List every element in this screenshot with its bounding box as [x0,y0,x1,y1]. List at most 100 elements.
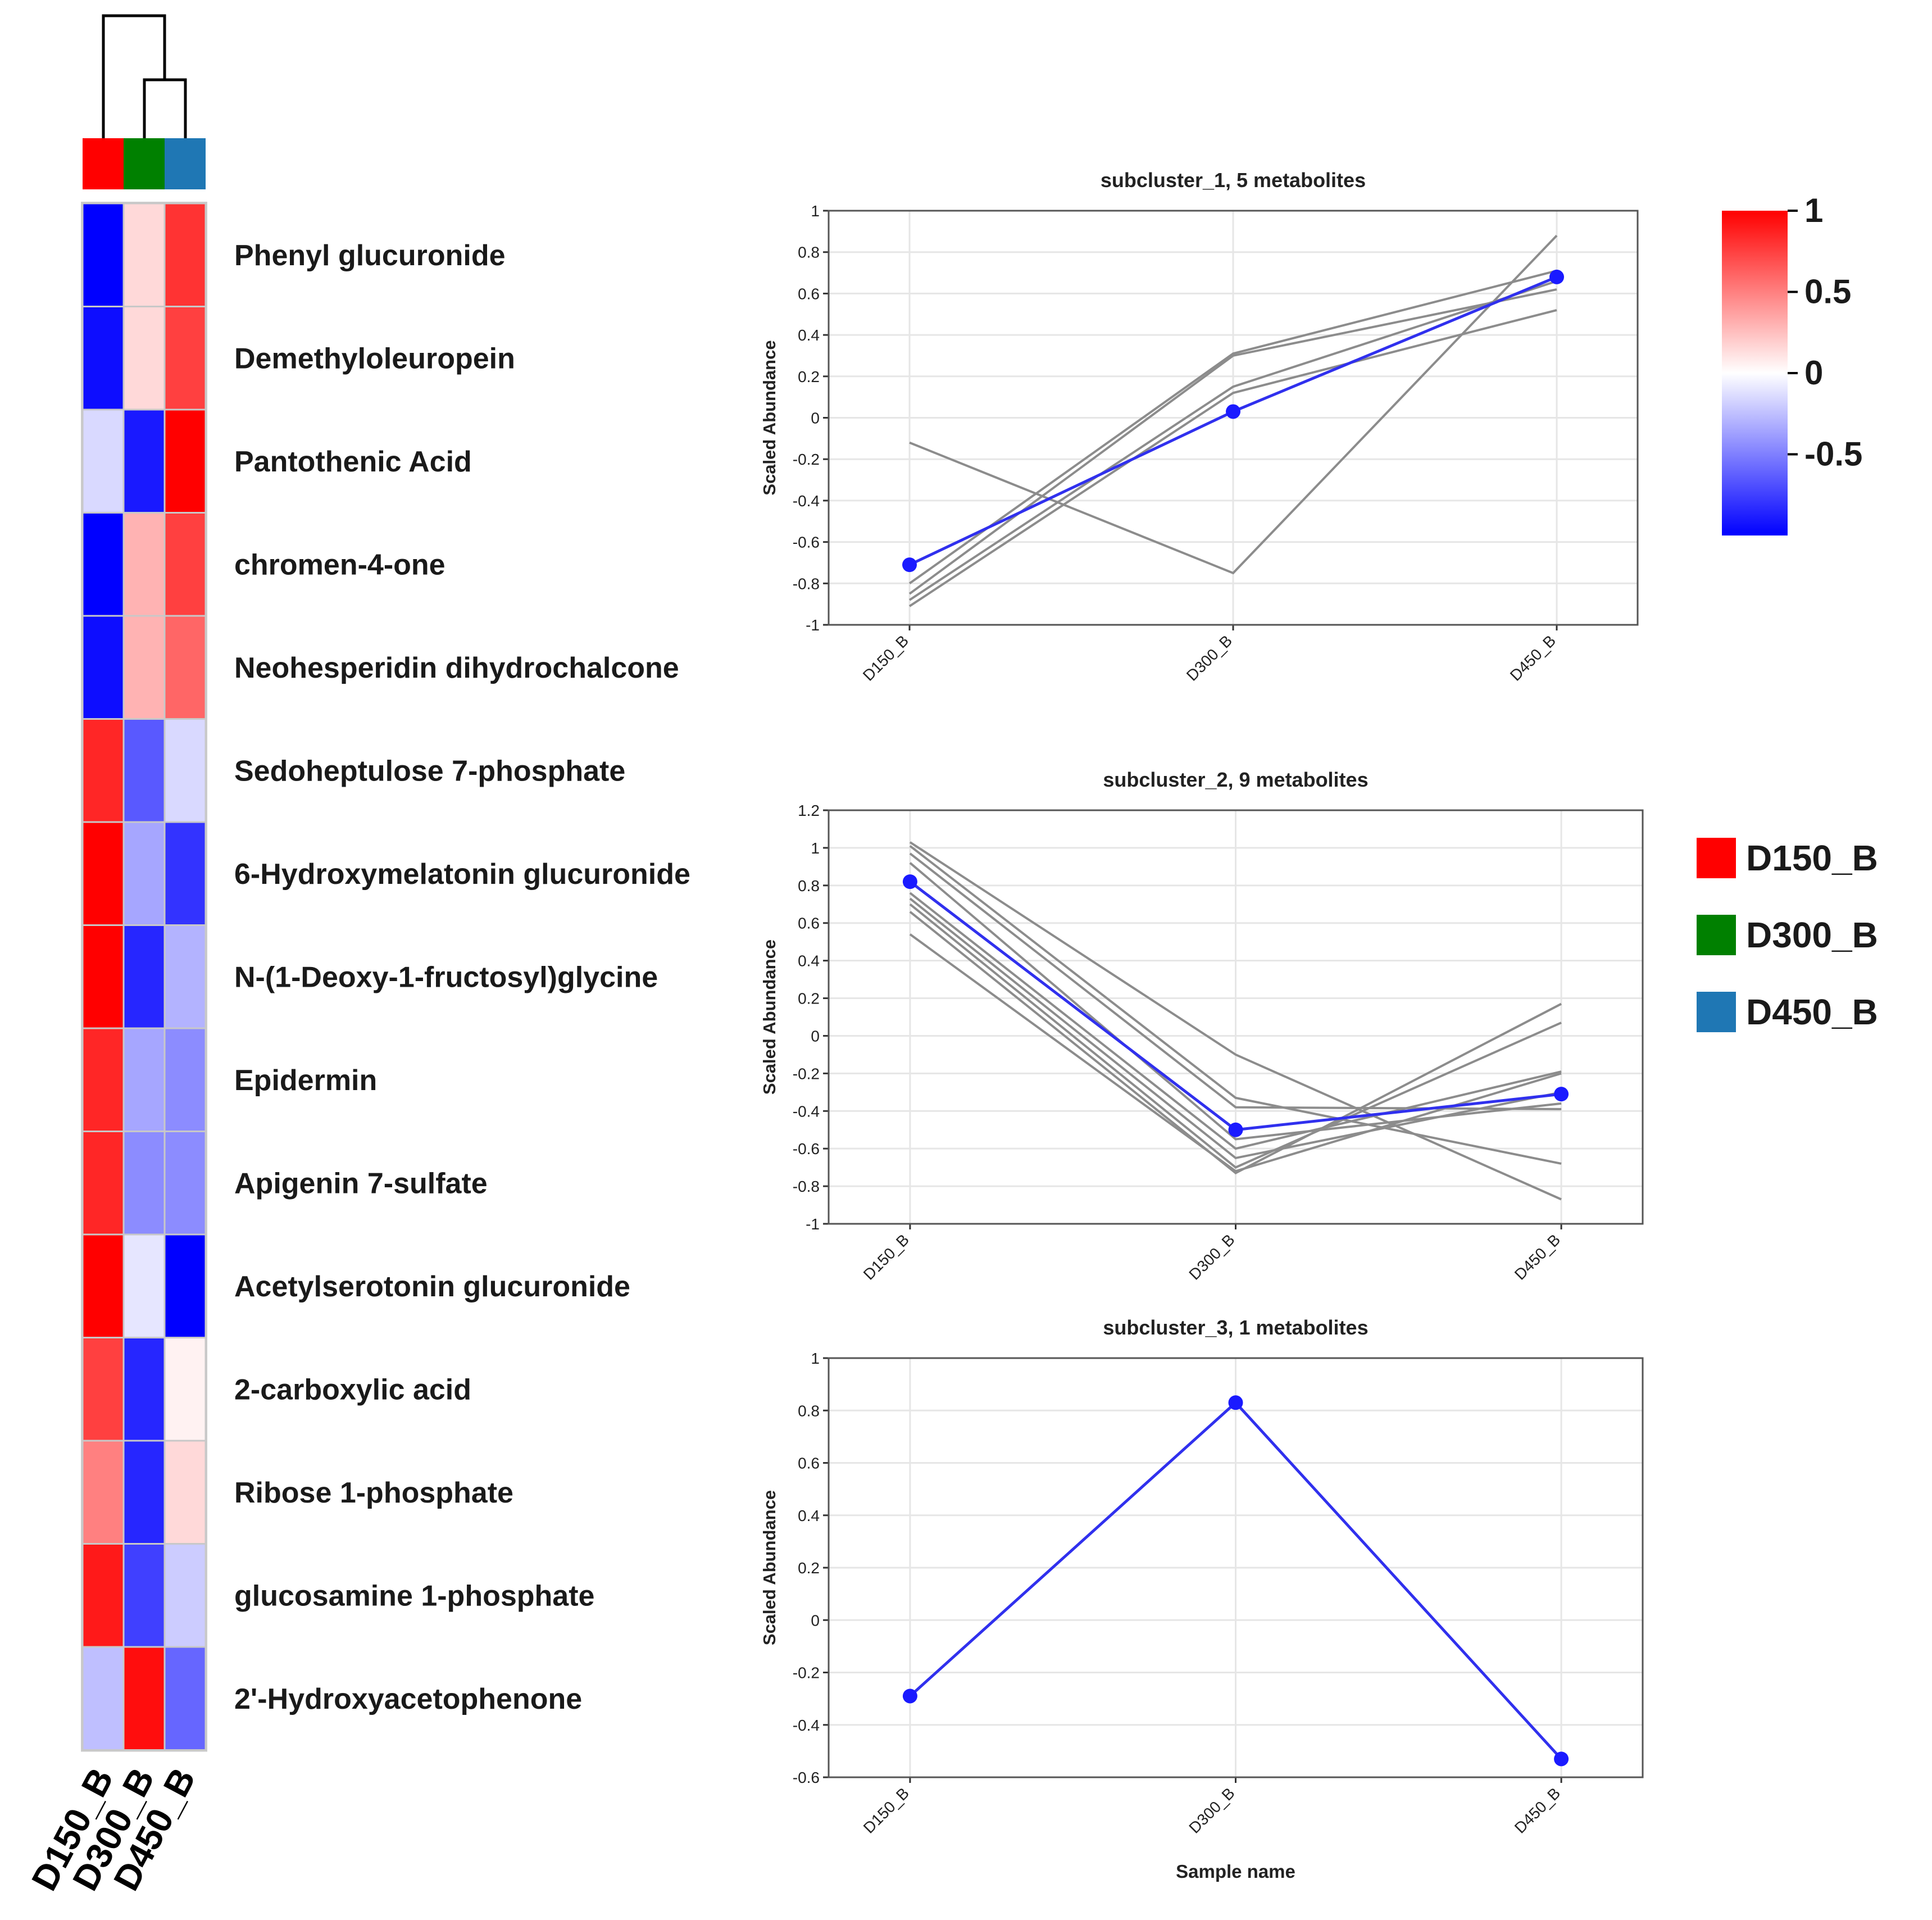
colorbar-ticks: 1 0.5 0 -0.5 [1788,192,1862,473]
x-tick-label-d450-b: D450_B [1507,632,1559,684]
group-bar-d150-b [83,138,124,189]
y-tick-label: -0.2 [793,451,820,468]
y-tick-label: 0 [811,1612,820,1629]
subcluster-2-chart: subcluster_2, 9 metabolites 1.2 1 0.8 0.6 0.4… [760,768,1644,1283]
y-tick-label: -0.2 [793,1065,820,1082]
mean-point-d300-b [1228,1395,1243,1410]
heatmap-cell-ribose-1-phosphate-d150-b [81,1440,125,1545]
y-tick-label: -0.8 [793,575,820,592]
heatmap-cell-2-hydroxyacetophenone-d300-b [122,1646,166,1751]
heatmap-cell-apigenin-7-sulfate-d450-b [163,1131,207,1236]
mean-point-d150-b [902,874,917,889]
heatmap-dendrogram [102,14,187,138]
row-label-2-hydroxyacetophenone: 2'-Hydroxyacetophenone [234,1683,582,1715]
y-tick-label: -0.4 [793,1717,820,1734]
legend-label-d300-b: D300_B [1746,915,1878,955]
chart-title: subcluster_2, 9 metabolites [1103,768,1368,791]
y-tick-label: -0.6 [793,534,820,551]
colorbar-tick-label: 0 [1804,354,1823,392]
y-tick-label: 0.8 [798,1402,820,1419]
heatmap-cell-pantothenic-acid-d150-b [81,408,125,514]
heatmap-cell-6-hydroxymelatonin-glucuronide-d300-b [122,821,166,926]
row-label-demethyloleuropein: Demethyloleuropein [234,342,515,375]
mean-point-d300-b [1226,404,1240,419]
heatmap-cell-epidermin-d300-b [122,1027,166,1132]
mean-point-d150-b [902,1688,917,1704]
heatmap-cell-acetylserotonin-glucuronide-d450-b [163,1233,207,1338]
heatmap-cells [81,202,207,1752]
heatmap-cell-2-hydroxyacetophenone-d450-b [163,1646,207,1751]
series-line-metabolite-5 [908,308,1557,607]
series-line-metabolite-6 [909,897,1562,1160]
heatmap-cell-acetylserotonin-glucuronide-d300-b [122,1233,166,1338]
subcluster-3-chart: subcluster_3, 1 metabolites 1 0.8 0.6 0.4 0.2… [760,1316,1644,1882]
x-tick-label-d150-b: D150_B [860,632,912,684]
heatmap-cell-2-carboxylic-acid-d450-b [163,1337,207,1442]
heatmap-cell-ribose-1-phosphate-d450-b [163,1440,207,1545]
colorbar-tick-label: 0.5 [1804,273,1851,311]
row-label-glucosamine-1-phosphate: glucosamine 1-phosphate [234,1579,594,1612]
mean-point-d300-b [1228,1122,1243,1137]
heatmap-cell-2-hydroxyacetophenone-d150-b [81,1646,125,1751]
y-tick-label: 0.6 [798,915,820,932]
y-tick-label: 0.2 [798,1559,820,1577]
heatmap-cell-glucosamine-1-phosphate-d300-b [122,1543,166,1648]
row-label-sedoheptulose-7-phosphate: Sedoheptulose 7-phosphate [234,755,625,787]
x-tick-label-d300-b: D300_B [1185,1231,1238,1283]
y-tick-label: 0.6 [798,285,820,302]
heatmap-cell-2-carboxylic-acid-d150-b [81,1337,125,1442]
y-tick-label: -0.2 [793,1664,820,1682]
y-tick-label: -1 [806,1215,820,1233]
colorbar-tick-label: 1 [1804,192,1823,229]
row-label-epidermin: Epidermin [234,1064,377,1097]
y-tick-label: 0.4 [798,952,820,970]
y-tick-label: 0.4 [798,1507,820,1524]
x-tick-label-d450-b: D450_B [1511,1784,1563,1836]
y-tick-label: 0.4 [798,326,820,344]
mean-point-d150-b [902,557,917,573]
heatmap-cell-sedoheptulose-7-phosphate-d450-b [163,718,207,823]
colorbar-gradient [1722,211,1788,535]
x-tick-label-d150-b: D150_B [860,1784,912,1836]
series-line-metabolite-7 [909,903,1562,1169]
mean-point-d450-b [1554,1751,1569,1767]
heatmap-cell-n-1-deoxy-1-fructosyl-glycine-d450-b [163,924,207,1029]
row-label-acetylserotonin-glucuronide: Acetylserotonin glucuronide [234,1270,630,1303]
y-tick-label: 0.8 [798,877,820,895]
plot-frame [828,1357,1644,1778]
row-label-pantothenic-acid: Pantothenic Acid [234,446,472,478]
y-tick-label: 0.6 [798,1455,820,1472]
heatmap-cell-demethyloleuropein-d450-b [163,306,207,411]
row-label-2-carboxylic-acid: 2-carboxylic acid [234,1373,471,1406]
y-tick-label: -1 [806,616,820,634]
heatmap-cell-apigenin-7-sulfate-d150-b [81,1131,125,1236]
series-line-metabolite-4 [909,862,1562,1141]
row-label-chromen-4-one: chromen-4-one [234,548,446,581]
heatmap-group-color-bar [83,138,206,189]
x-tick-label-d150-b: D150_B [860,1231,912,1283]
chart-title: subcluster_3, 1 metabolites [1103,1316,1368,1339]
mean-point-d450-b [1554,1087,1569,1102]
heatmap-cell-glucosamine-1-phosphate-d450-b [163,1543,207,1648]
plot-frame [828,809,1644,1225]
legend-swatch-d150-b [1697,838,1736,878]
x-tick-label-d450-b: D450_B [1511,1231,1563,1283]
heatmap-cell-chromen-4-one-d150-b [81,512,125,617]
heatmap-row-labels: Phenyl glucuronide Demethyloleuropein Pant… [234,239,690,1715]
y-tick-label: 0.2 [798,990,820,1007]
colorbar-tick-label: -0.5 [1804,435,1862,473]
dendrogram-branch-root [102,14,166,138]
legend-swatch-d300-b [1697,915,1736,955]
heatmap-cell-phenyl-glucuronide-d300-b [122,202,166,307]
y-tick-label: -0.8 [793,1178,820,1195]
y-axis-label: Scaled Abundance [760,340,779,495]
x-axis-label: Sample name [1176,1861,1295,1882]
heatmap-cell-glucosamine-1-phosphate-d150-b [81,1543,125,1648]
row-label-ribose-1-phosphate: Ribose 1-phosphate [234,1477,513,1509]
x-tick-label-d300-b: D300_B [1185,1784,1238,1836]
group-bar-d300-b [124,138,165,189]
heatmap-cell-2-carboxylic-acid-d300-b [122,1337,166,1442]
dendrogram-branch-d300-d450 [143,78,187,138]
series-line-metabolite-5 [909,892,1562,1150]
